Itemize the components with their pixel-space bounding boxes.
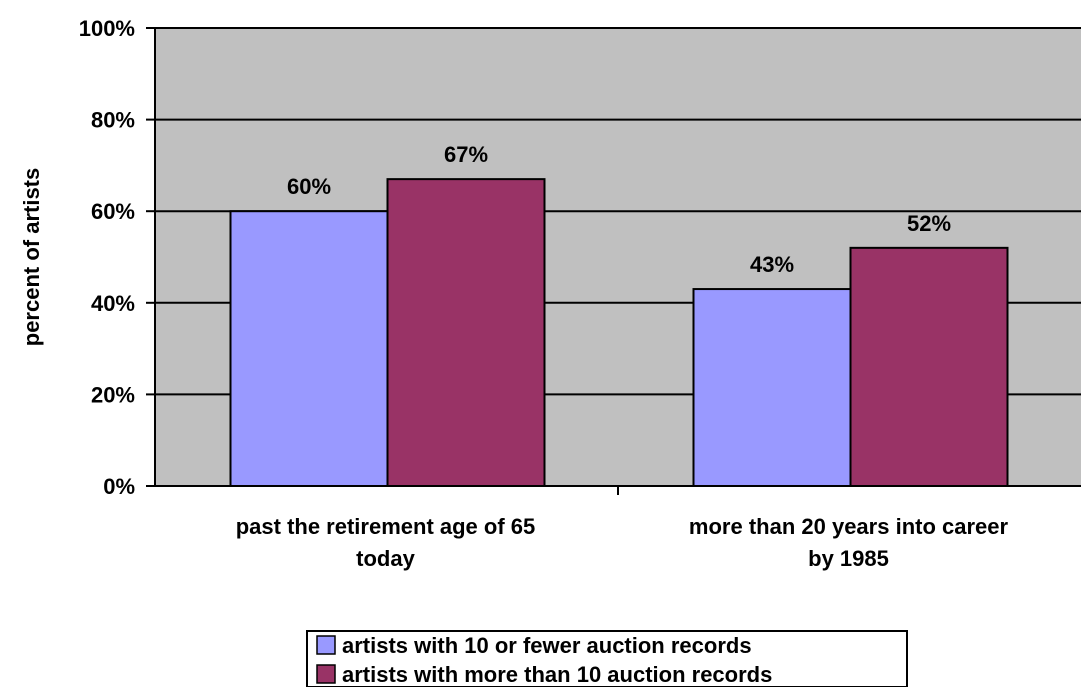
data-label: 43% — [750, 252, 794, 277]
bar — [849, 246, 1009, 487]
y-tick-label: 60% — [91, 199, 135, 224]
y-tick-label: 20% — [91, 382, 135, 407]
y-tick-labels: 0% 20% 40% 60% 80% 100% — [79, 16, 135, 499]
bar — [692, 288, 852, 487]
data-label: 60% — [287, 174, 331, 199]
bar — [229, 210, 389, 487]
y-axis-title: percent of artists — [19, 168, 44, 347]
axes — [146, 27, 1081, 495]
bar — [386, 178, 546, 487]
category-label: more than 20 years into career — [689, 514, 1009, 539]
legend: artists with 10 or fewer auction records… — [306, 630, 908, 687]
category-labels: past the retirement age of 65 today more t… — [236, 514, 1009, 571]
legend-box — [306, 630, 908, 687]
legend-swatch — [316, 635, 336, 655]
y-tick-label: 0% — [103, 474, 135, 499]
legend-swatch — [316, 664, 336, 684]
category-label: past the retirement age of 65 — [236, 514, 536, 539]
y-tick-label: 100% — [79, 16, 135, 41]
category-label: today — [356, 546, 415, 571]
y-tick-label: 80% — [91, 108, 135, 133]
data-label: 67% — [444, 142, 488, 167]
bars — [229, 178, 1009, 487]
data-label: 52% — [907, 211, 951, 236]
legend-label: artists with more than 10 auction record… — [342, 662, 772, 687]
category-label: by 1985 — [808, 546, 889, 571]
data-labels: 60% 67% 43% 52% — [287, 142, 951, 277]
legend-label: artists with 10 or fewer auction records — [342, 633, 752, 658]
y-tick-label: 40% — [91, 291, 135, 316]
